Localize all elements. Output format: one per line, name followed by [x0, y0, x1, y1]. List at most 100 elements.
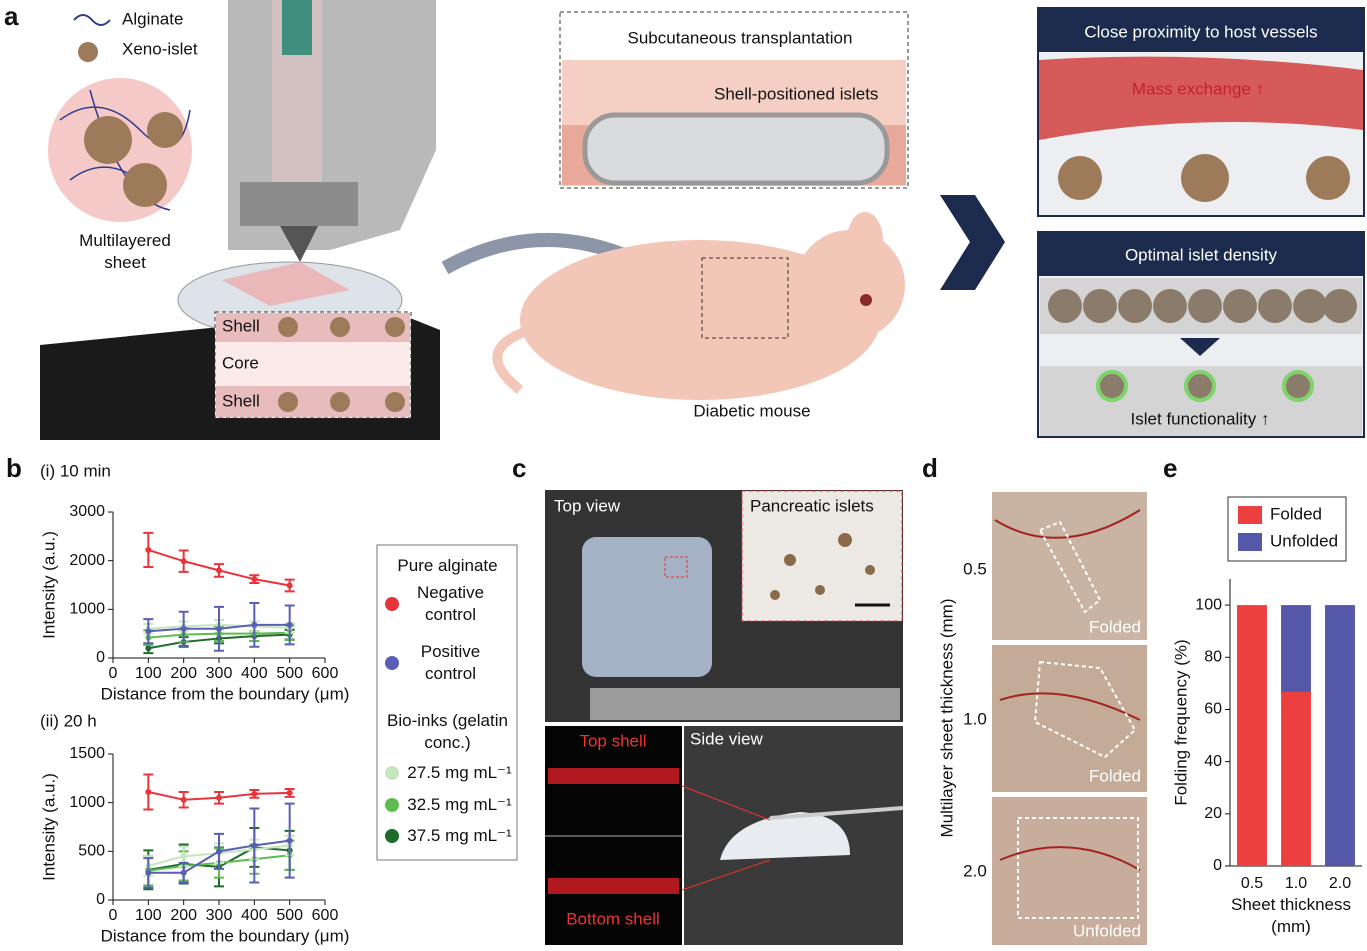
legend-box	[1227, 496, 1347, 562]
x-tick-label: 2.0	[1329, 875, 1351, 892]
legend-label: Folded	[1270, 504, 1322, 523]
series-line	[148, 839, 290, 874]
x-tick-label: 600	[312, 907, 339, 924]
box-label: Islet functionality ↑	[1131, 409, 1270, 428]
x-tick-label: 500	[276, 665, 303, 682]
series-line	[148, 790, 290, 801]
legend-marker	[385, 597, 399, 611]
x-tick-label: 300	[206, 907, 233, 924]
box-title: Optimal islet density	[1125, 245, 1278, 264]
x-tick-label: 0.5	[1241, 875, 1263, 892]
chart-title: (i) 10 min	[40, 461, 111, 480]
x-tick-label: 500	[276, 907, 303, 924]
layer-label: Core	[222, 353, 259, 372]
x-tick-label: 600	[312, 665, 339, 682]
row-label: 1.0	[963, 709, 987, 728]
y-tick-label: 40	[1204, 753, 1222, 770]
legend-swatch	[1238, 506, 1262, 524]
x-axis-label: Distance from the boundary (μm)	[101, 684, 350, 703]
x-tick-label: 0	[109, 665, 118, 682]
legend-label: Negative control	[416, 583, 485, 624]
x-tick-label: 200	[170, 907, 197, 924]
photo-label: Pancreatic islets	[750, 496, 874, 515]
photo-label: Top view	[554, 496, 621, 515]
x-tick-label: 1.0	[1285, 875, 1307, 892]
y-tick-label: 500	[78, 843, 105, 860]
y-tick-label: 1500	[69, 745, 105, 762]
photos-d	[992, 492, 1147, 945]
y-tick-label: 3000	[69, 503, 105, 520]
panel-label: c	[512, 453, 526, 483]
row-label: 0.5	[963, 559, 987, 578]
y-tick-label: 2000	[69, 552, 105, 569]
x-tick-label: 100	[135, 665, 162, 682]
sheet-label: Multilayered sheet	[79, 231, 171, 272]
y-tick-label: 1000	[69, 601, 105, 618]
legend-marker	[385, 829, 399, 843]
x-axis-label: Sheet thickness (mm)	[1230, 895, 1351, 936]
legend-label: Xeno-islet	[122, 39, 198, 58]
box-title: Close proximity to host vessels	[1084, 22, 1317, 41]
legend-title: Bio-inks (gelatin conc.)	[387, 711, 508, 752]
photo-label: Folded	[1089, 766, 1141, 785]
y-tick-label: 0	[1213, 857, 1222, 874]
legend-box	[376, 544, 518, 861]
x-axis-label: Distance from the boundary (μm)	[101, 926, 350, 945]
y-tick-label: 0	[96, 891, 105, 908]
photo-label: Folded	[1089, 617, 1141, 636]
series-line	[148, 549, 290, 587]
x-tick-label: 200	[170, 665, 197, 682]
y-axis-label: Folding frequency (%)	[1171, 639, 1190, 805]
mouse-label: Diabetic mouse	[693, 401, 810, 420]
printer-illustration	[40, 0, 440, 440]
y-axis-label: Intensity (a.u.)	[39, 773, 58, 881]
bar	[1281, 605, 1311, 692]
y-tick-label: 1000	[69, 794, 105, 811]
legend-title: Pure alginate	[397, 556, 498, 575]
legend-marker	[385, 656, 399, 670]
legend-swatch	[1238, 533, 1262, 551]
legend-label: 32.5 mg mL⁻¹	[407, 795, 512, 814]
legend-label: 27.5 mg mL⁻¹	[407, 763, 512, 782]
legend-marker	[385, 798, 399, 812]
y-axis-label: Multilayer sheet thickness (mm)	[937, 598, 956, 837]
y-tick-label: 20	[1204, 805, 1222, 822]
bar	[1237, 605, 1267, 866]
x-tick-label: 0	[109, 907, 118, 924]
layer-label: Shell	[222, 391, 260, 410]
legend-label: Positive control	[420, 642, 481, 683]
chart-title: (ii) 20 h	[40, 711, 97, 730]
bar	[1281, 691, 1311, 866]
mechanism-boxes	[1037, 7, 1365, 438]
panel-label: d	[922, 453, 938, 483]
mouse-illustration	[441, 11, 1005, 400]
inset-label: Shell-positioned islets	[714, 84, 878, 103]
panel-label: b	[6, 453, 22, 483]
panel-label: e	[1163, 453, 1177, 483]
y-axis-label: Intensity (a.u.)	[39, 531, 58, 639]
x-tick-label: 300	[206, 665, 233, 682]
photo-label: Top shell	[579, 731, 646, 750]
photos-c	[545, 490, 904, 945]
inset-title: Subcutaneous transplantation	[628, 28, 853, 47]
photo-label: Bottom shell	[566, 909, 660, 928]
x-tick-label: 400	[241, 665, 268, 682]
photo-label: Side view	[690, 729, 763, 748]
legend-label: Unfolded	[1270, 531, 1338, 550]
y-tick-label: 60	[1204, 701, 1222, 718]
y-tick-label: 0	[96, 649, 105, 666]
box-label: Mass exchange ↑	[1132, 79, 1264, 98]
y-tick-label: 80	[1204, 648, 1222, 665]
bar	[1325, 605, 1355, 866]
photo-label: Unfolded	[1073, 921, 1141, 940]
panel-label: a	[4, 1, 19, 31]
x-tick-label: 400	[241, 907, 268, 924]
x-tick-label: 100	[135, 907, 162, 924]
legend-marker	[385, 766, 399, 780]
row-label: 2.0	[963, 861, 987, 880]
series-line	[148, 623, 290, 633]
y-tick-label: 100	[1195, 596, 1222, 613]
legend-label: 37.5 mg mL⁻¹	[407, 826, 512, 845]
